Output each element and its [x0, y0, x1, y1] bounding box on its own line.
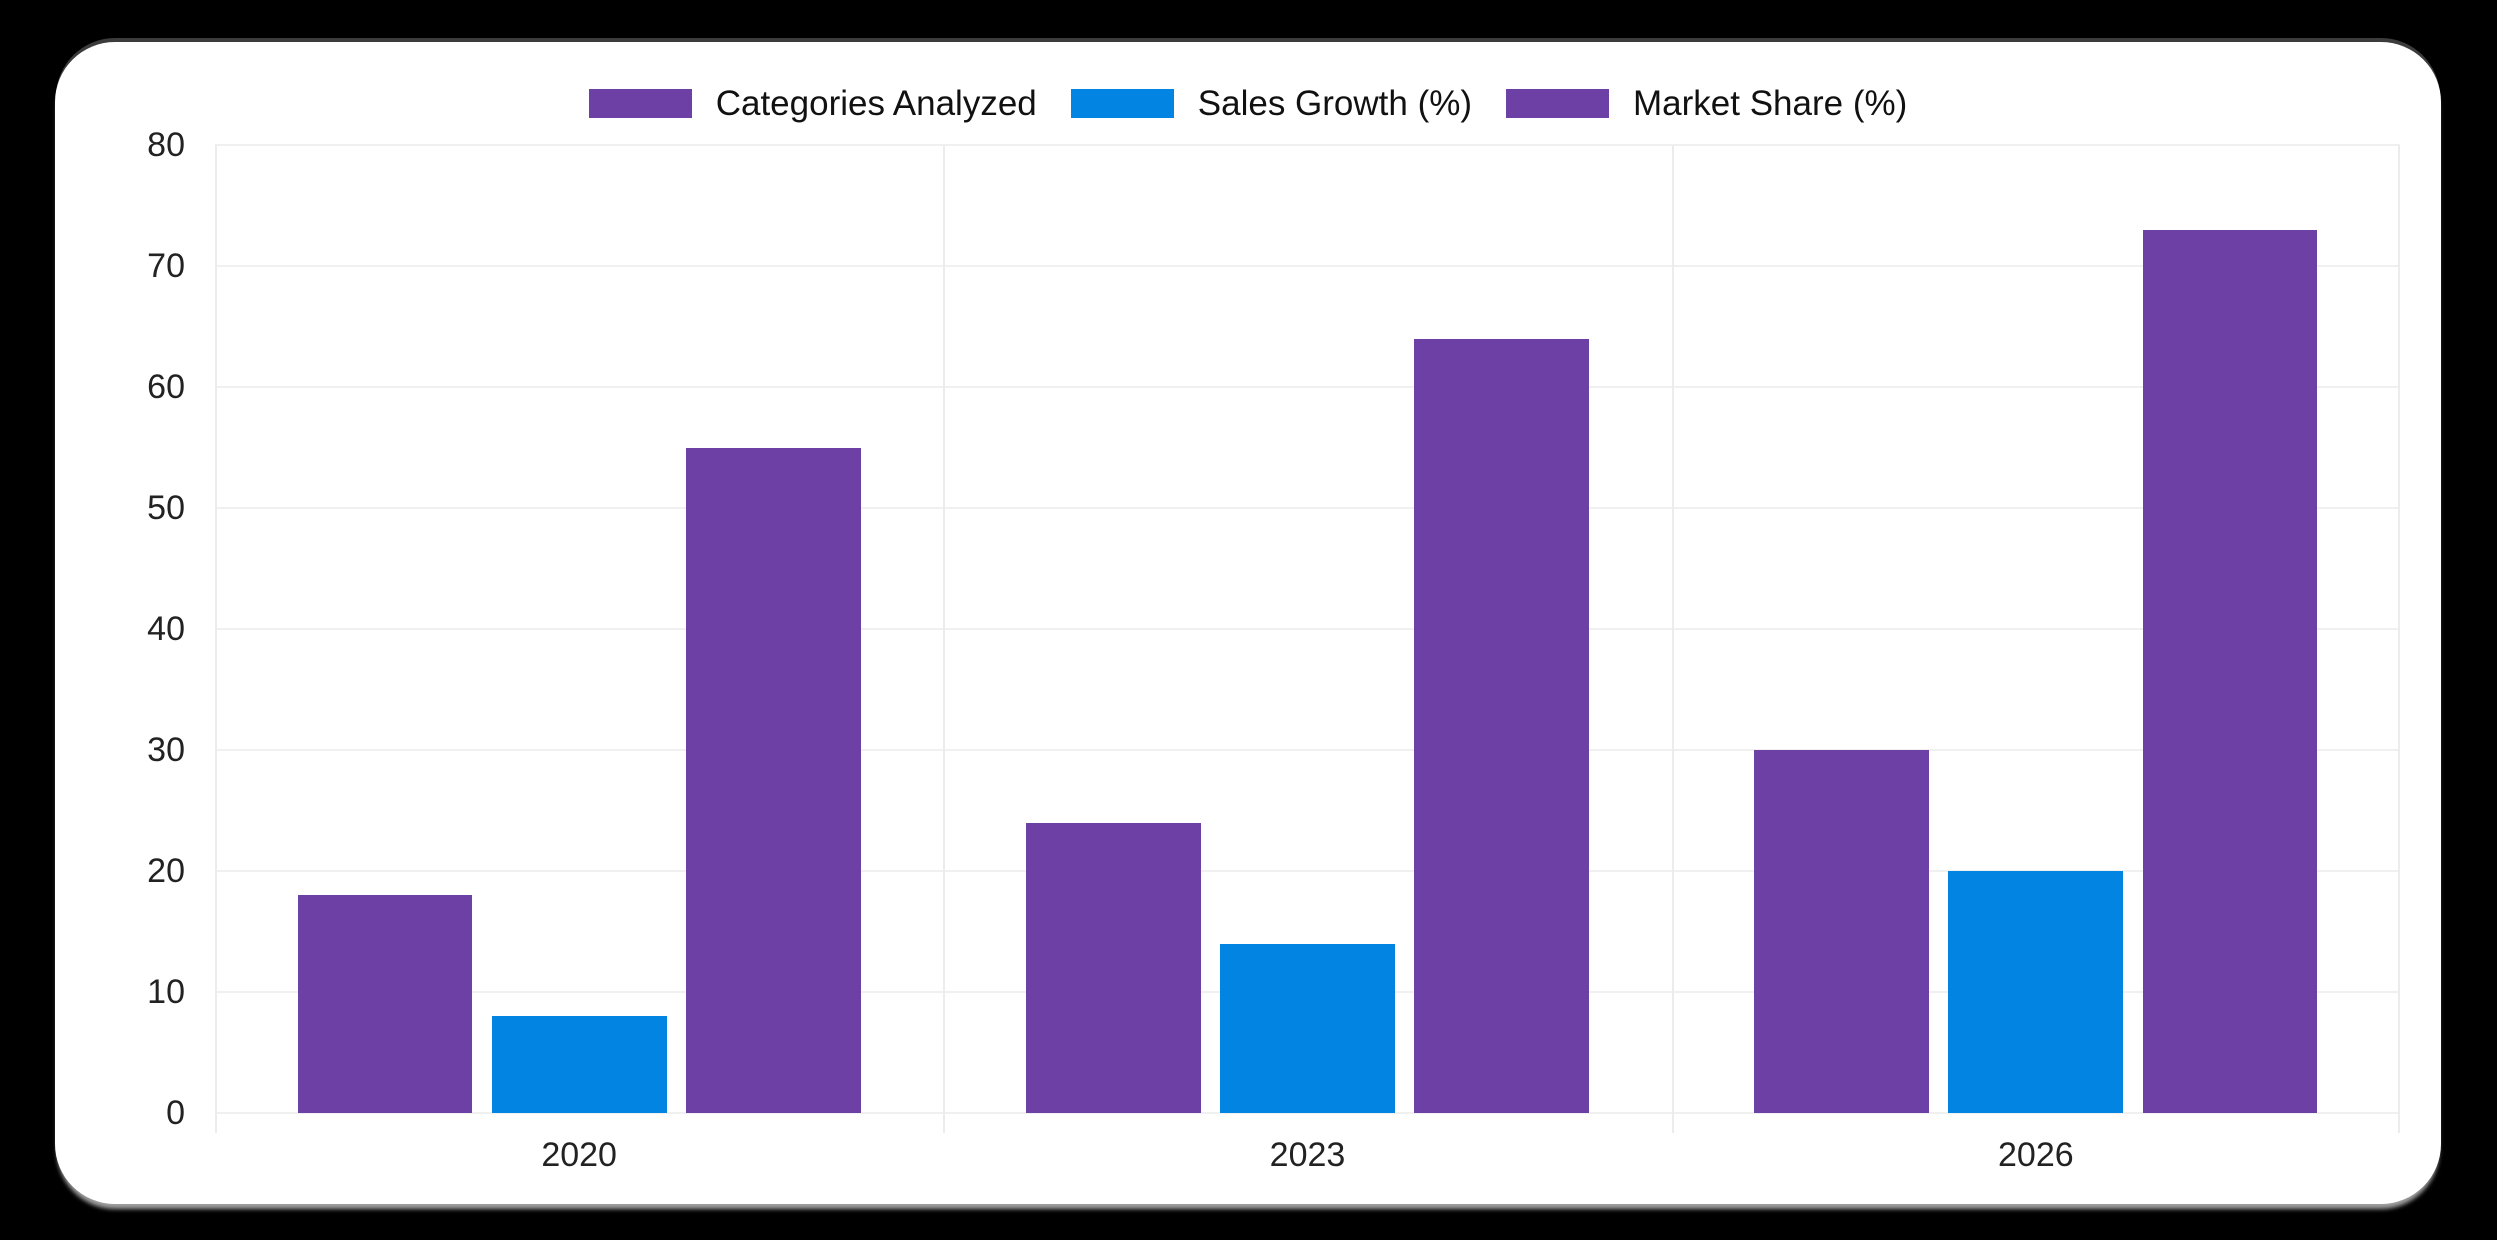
bar-market-share-2020[interactable]	[685, 447, 861, 1113]
bar-group-2026	[1672, 145, 2400, 1113]
chart-legend: Categories Analyzed Sales Growth (%) Marke…	[55, 86, 2441, 121]
y-tick-label: 30	[147, 731, 185, 769]
bar-sales-growth-2020[interactable]	[491, 1016, 667, 1113]
h-gridline	[215, 386, 2400, 388]
bar-categories-analyzed-2020[interactable]	[297, 895, 473, 1113]
y-tick-label: 50	[147, 489, 185, 527]
h-gridline	[215, 1112, 2400, 1114]
bar-categories-analyzed-2026[interactable]	[1754, 750, 1929, 1113]
bar-group-2023	[943, 145, 1671, 1113]
legend-label: Sales Growth (%)	[1197, 84, 1473, 123]
y-tick-label: 20	[147, 852, 185, 890]
y-axis-line	[215, 145, 217, 1133]
bar-market-share-2026[interactable]	[2142, 229, 2318, 1113]
y-tick-label: 0	[166, 1094, 185, 1132]
v-gridline	[943, 145, 946, 1133]
plot-area	[215, 144, 2400, 1133]
x-category-label: 2023	[1269, 1136, 1346, 1174]
h-gridline	[215, 749, 2400, 751]
v-gridline	[1671, 145, 1674, 1133]
y-tick-label: 60	[147, 368, 185, 406]
y-tick-label: 70	[147, 247, 185, 285]
h-gridline	[215, 507, 2400, 509]
y-tick-label: 80	[147, 126, 185, 164]
legend-swatch-icon	[1070, 89, 1174, 118]
v-gridline	[2398, 145, 2400, 1133]
h-gridline	[215, 144, 2400, 146]
legend-item-market-share[interactable]: Market Share (%)	[1506, 86, 1907, 121]
bar-market-share-2023[interactable]	[1414, 338, 1590, 1113]
y-tick-label: 40	[147, 610, 185, 648]
legend-label: Categories Analyzed	[715, 84, 1037, 123]
y-tick-label: 10	[147, 973, 185, 1011]
chart-card: Categories Analyzed Sales Growth (%) Marke…	[55, 42, 2441, 1204]
legend-swatch-icon	[1506, 89, 1610, 118]
legend-item-categories-analyzed[interactable]: Categories Analyzed	[588, 84, 1037, 123]
h-gridline	[215, 870, 2400, 872]
h-gridline	[215, 628, 2400, 630]
bar-categories-analyzed-2023[interactable]	[1025, 822, 1201, 1113]
legend-item-sales-growth[interactable]: Sales Growth (%)	[1070, 84, 1473, 123]
h-gridline	[215, 265, 2400, 267]
x-category-label: 2020	[541, 1136, 617, 1174]
bar-group-2020	[215, 145, 943, 1113]
legend-swatch-icon	[588, 89, 692, 118]
bar-sales-growth-2026[interactable]	[1948, 871, 2124, 1113]
bar-sales-growth-2023[interactable]	[1220, 943, 1395, 1113]
x-category-label: 2026	[1998, 1136, 2074, 1174]
legend-label: Market Share (%)	[1633, 84, 1908, 123]
